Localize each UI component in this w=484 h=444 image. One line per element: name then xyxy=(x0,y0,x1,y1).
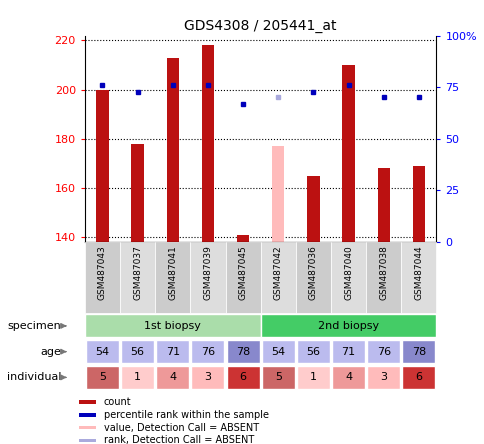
Text: individual: individual xyxy=(7,373,61,382)
Text: 76: 76 xyxy=(376,347,390,357)
Text: 3: 3 xyxy=(379,373,386,382)
FancyBboxPatch shape xyxy=(260,314,436,337)
FancyBboxPatch shape xyxy=(332,366,364,389)
FancyBboxPatch shape xyxy=(156,340,189,363)
Text: 4: 4 xyxy=(344,373,351,382)
Bar xyxy=(79,439,95,442)
Bar xyxy=(166,58,179,242)
Text: 5: 5 xyxy=(99,373,106,382)
Text: GSM487045: GSM487045 xyxy=(238,246,247,300)
FancyBboxPatch shape xyxy=(190,242,225,313)
Text: GSM487038: GSM487038 xyxy=(378,246,388,301)
Text: rank, Detection Call = ABSENT: rank, Detection Call = ABSENT xyxy=(104,436,254,444)
Bar xyxy=(342,65,354,242)
FancyBboxPatch shape xyxy=(402,366,435,389)
Bar xyxy=(201,45,213,242)
FancyBboxPatch shape xyxy=(86,340,119,363)
Text: 5: 5 xyxy=(274,373,281,382)
Text: 56: 56 xyxy=(306,347,320,357)
Text: GSM487040: GSM487040 xyxy=(343,246,352,300)
Text: GSM487041: GSM487041 xyxy=(168,246,177,300)
FancyBboxPatch shape xyxy=(156,366,189,389)
Bar xyxy=(79,413,95,416)
Text: GSM487042: GSM487042 xyxy=(273,246,282,300)
Text: 1st biopsy: 1st biopsy xyxy=(144,321,201,331)
FancyBboxPatch shape xyxy=(366,366,399,389)
Bar xyxy=(79,426,95,429)
Bar xyxy=(272,146,284,242)
Text: 1: 1 xyxy=(134,373,141,382)
Text: age: age xyxy=(40,347,61,357)
FancyBboxPatch shape xyxy=(296,366,329,389)
Bar xyxy=(377,168,389,242)
FancyBboxPatch shape xyxy=(400,242,436,313)
FancyBboxPatch shape xyxy=(226,366,259,389)
FancyBboxPatch shape xyxy=(226,340,259,363)
Text: 2nd biopsy: 2nd biopsy xyxy=(318,321,378,331)
FancyBboxPatch shape xyxy=(191,366,224,389)
Text: 76: 76 xyxy=(200,347,214,357)
FancyBboxPatch shape xyxy=(332,340,364,363)
Title: GDS4308 / 205441_at: GDS4308 / 205441_at xyxy=(184,19,336,33)
FancyBboxPatch shape xyxy=(402,340,435,363)
Text: GSM487036: GSM487036 xyxy=(308,246,318,301)
Bar xyxy=(412,166,424,242)
Text: GSM487043: GSM487043 xyxy=(98,246,107,300)
Bar xyxy=(79,400,95,404)
Text: GSM487044: GSM487044 xyxy=(413,246,423,300)
Text: percentile rank within the sample: percentile rank within the sample xyxy=(104,410,268,420)
FancyBboxPatch shape xyxy=(191,340,224,363)
Text: value, Detection Call = ABSENT: value, Detection Call = ABSENT xyxy=(104,423,258,432)
Text: 78: 78 xyxy=(236,347,250,357)
Text: 1: 1 xyxy=(309,373,316,382)
FancyBboxPatch shape xyxy=(85,242,120,313)
Bar xyxy=(307,176,319,242)
Text: 6: 6 xyxy=(239,373,246,382)
FancyBboxPatch shape xyxy=(296,340,329,363)
Text: 54: 54 xyxy=(95,347,109,357)
FancyBboxPatch shape xyxy=(121,366,154,389)
Text: 71: 71 xyxy=(341,347,355,357)
FancyBboxPatch shape xyxy=(261,366,294,389)
Text: 78: 78 xyxy=(411,347,425,357)
FancyBboxPatch shape xyxy=(365,242,400,313)
FancyBboxPatch shape xyxy=(295,242,330,313)
Bar xyxy=(96,90,108,242)
FancyBboxPatch shape xyxy=(86,366,119,389)
Text: 3: 3 xyxy=(204,373,211,382)
Text: 54: 54 xyxy=(271,347,285,357)
FancyBboxPatch shape xyxy=(225,242,260,313)
FancyBboxPatch shape xyxy=(155,242,190,313)
Text: count: count xyxy=(104,397,131,407)
Text: GSM487037: GSM487037 xyxy=(133,246,142,301)
FancyBboxPatch shape xyxy=(261,340,294,363)
FancyBboxPatch shape xyxy=(85,314,260,337)
Text: 4: 4 xyxy=(169,373,176,382)
FancyBboxPatch shape xyxy=(366,340,399,363)
Text: GSM487039: GSM487039 xyxy=(203,246,212,301)
Text: specimen: specimen xyxy=(7,321,61,331)
FancyBboxPatch shape xyxy=(121,340,154,363)
Text: 6: 6 xyxy=(415,373,422,382)
FancyBboxPatch shape xyxy=(120,242,155,313)
FancyBboxPatch shape xyxy=(260,242,295,313)
Text: 71: 71 xyxy=(166,347,180,357)
Bar xyxy=(237,234,249,242)
Bar xyxy=(131,144,143,242)
Text: 56: 56 xyxy=(130,347,144,357)
FancyBboxPatch shape xyxy=(330,242,365,313)
